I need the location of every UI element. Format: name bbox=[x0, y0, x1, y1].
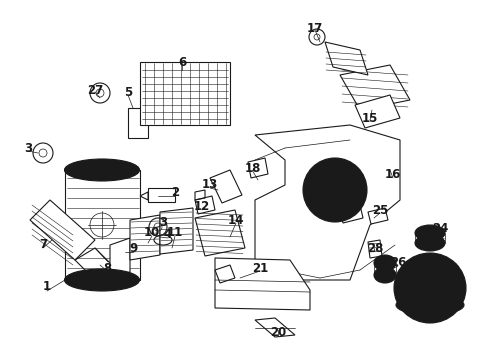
Polygon shape bbox=[325, 42, 368, 75]
Circle shape bbox=[303, 158, 367, 222]
Text: 14: 14 bbox=[228, 213, 244, 226]
Text: 4: 4 bbox=[164, 229, 172, 242]
Text: 23: 23 bbox=[442, 261, 458, 274]
Text: 15: 15 bbox=[362, 112, 378, 125]
Polygon shape bbox=[65, 170, 140, 280]
Text: 11: 11 bbox=[167, 226, 183, 239]
Text: 16: 16 bbox=[385, 168, 401, 181]
Text: 8: 8 bbox=[103, 261, 111, 274]
Text: 27: 27 bbox=[87, 84, 103, 96]
Ellipse shape bbox=[415, 235, 445, 251]
Text: 12: 12 bbox=[194, 201, 210, 213]
Ellipse shape bbox=[396, 295, 464, 315]
Text: 3: 3 bbox=[24, 141, 32, 154]
Polygon shape bbox=[340, 205, 363, 223]
Text: 24: 24 bbox=[432, 221, 448, 234]
Ellipse shape bbox=[374, 255, 396, 271]
Text: 13: 13 bbox=[202, 179, 218, 192]
Text: 2: 2 bbox=[171, 186, 179, 199]
Polygon shape bbox=[148, 188, 175, 202]
Polygon shape bbox=[355, 95, 400, 128]
Ellipse shape bbox=[397, 258, 463, 306]
Polygon shape bbox=[340, 65, 410, 110]
Ellipse shape bbox=[65, 159, 140, 181]
Text: 25: 25 bbox=[372, 203, 388, 216]
Polygon shape bbox=[255, 125, 400, 280]
Polygon shape bbox=[110, 238, 130, 279]
Polygon shape bbox=[210, 170, 242, 203]
Ellipse shape bbox=[415, 225, 445, 241]
Ellipse shape bbox=[374, 267, 396, 283]
Polygon shape bbox=[130, 215, 160, 260]
Text: 6: 6 bbox=[178, 55, 186, 68]
Text: 26: 26 bbox=[390, 256, 406, 270]
Polygon shape bbox=[128, 108, 148, 138]
Text: 18: 18 bbox=[245, 162, 261, 175]
Text: 5: 5 bbox=[124, 86, 132, 99]
Text: 10: 10 bbox=[144, 226, 160, 239]
Text: 17: 17 bbox=[307, 22, 323, 35]
Polygon shape bbox=[255, 318, 295, 337]
Polygon shape bbox=[140, 192, 148, 200]
Polygon shape bbox=[215, 258, 310, 310]
Polygon shape bbox=[30, 200, 95, 260]
Text: 21: 21 bbox=[252, 261, 268, 274]
Polygon shape bbox=[368, 208, 388, 224]
Ellipse shape bbox=[65, 269, 140, 291]
Text: 20: 20 bbox=[270, 327, 286, 339]
Text: 28: 28 bbox=[367, 242, 383, 255]
Ellipse shape bbox=[394, 253, 466, 323]
Polygon shape bbox=[195, 210, 245, 256]
Text: 1: 1 bbox=[43, 280, 51, 293]
Polygon shape bbox=[195, 196, 215, 214]
Polygon shape bbox=[248, 158, 268, 178]
Polygon shape bbox=[160, 208, 193, 254]
Polygon shape bbox=[140, 62, 230, 125]
Polygon shape bbox=[368, 240, 382, 258]
Text: 19: 19 bbox=[347, 201, 363, 213]
Text: 9: 9 bbox=[129, 243, 137, 256]
Polygon shape bbox=[215, 265, 235, 283]
Text: 3: 3 bbox=[159, 216, 167, 229]
Text: 7: 7 bbox=[39, 238, 47, 252]
Text: 22: 22 bbox=[420, 302, 436, 315]
